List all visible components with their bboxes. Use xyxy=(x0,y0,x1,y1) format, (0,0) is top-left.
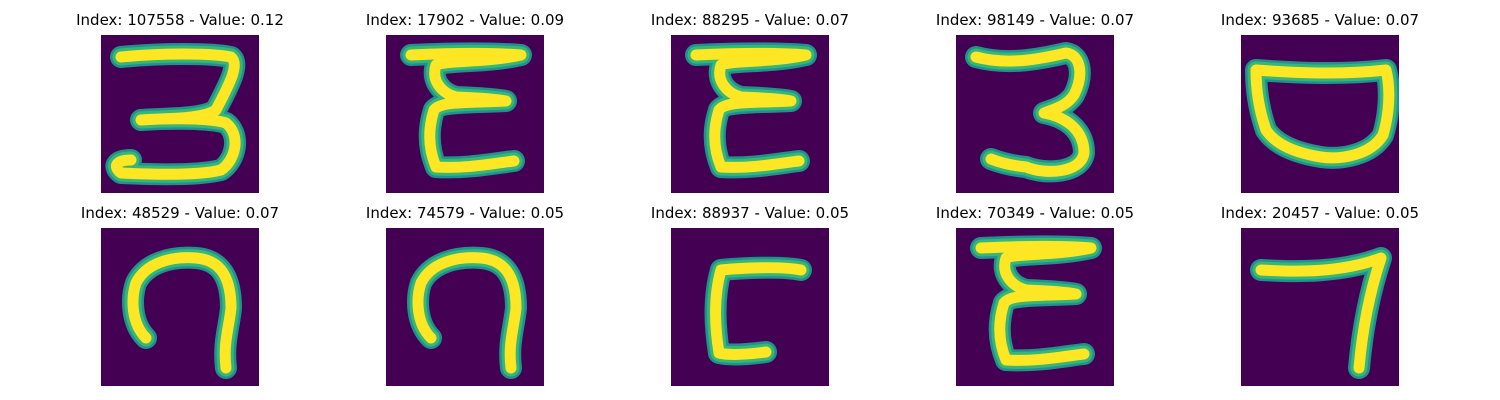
stroke-core xyxy=(970,47,1090,177)
stroke-core xyxy=(710,262,807,361)
c-square-glyph xyxy=(671,228,829,386)
image-panel: Index: 93685 - Value: 0.07 xyxy=(1190,10,1450,200)
stroke-core xyxy=(690,48,812,173)
epsilon-glyph xyxy=(671,35,829,193)
stroke-core xyxy=(111,48,241,180)
panel-title: Index: 20457 - Value: 0.05 xyxy=(1220,204,1420,222)
image-panel: Index: 74579 - Value: 0.05 xyxy=(335,203,595,393)
three-glyph xyxy=(956,35,1114,193)
panel-title: Index: 98149 - Value: 0.07 xyxy=(935,11,1135,29)
cup-glyph xyxy=(1241,35,1399,193)
panel-title: Index: 88295 - Value: 0.07 xyxy=(650,11,850,29)
panel-title: Index: 93685 - Value: 0.07 xyxy=(1220,11,1420,29)
hook-glyph xyxy=(101,228,259,386)
panel-title: Index: 48529 - Value: 0.07 xyxy=(80,204,280,222)
epsilon-glyph xyxy=(956,228,1114,386)
stroke-core xyxy=(412,252,522,374)
image-panel: Index: 20457 - Value: 0.05 xyxy=(1190,203,1450,393)
image-panel: Index: 70349 - Value: 0.05 xyxy=(905,203,1165,393)
image-panel: Index: 88937 - Value: 0.05 xyxy=(620,203,880,393)
panel-title: Index: 88937 - Value: 0.05 xyxy=(650,204,850,222)
image-panel: Index: 17902 - Value: 0.09 xyxy=(335,10,595,200)
three-wide-glyph xyxy=(101,35,259,193)
panel-title: Index: 70349 - Value: 0.05 xyxy=(935,204,1135,222)
seven-glyph xyxy=(1241,228,1399,386)
stroke-core xyxy=(1255,252,1387,374)
stroke-core xyxy=(405,48,527,173)
stroke-core xyxy=(975,241,1097,366)
image-panel: Index: 48529 - Value: 0.07 xyxy=(50,203,310,393)
epsilon-glyph xyxy=(386,35,544,193)
hook-glyph xyxy=(386,228,544,386)
image-panel: Index: 107558 - Value: 0.12 xyxy=(50,10,310,200)
image-panel: Index: 98149 - Value: 0.07 xyxy=(905,10,1165,200)
stroke-core xyxy=(1250,64,1395,164)
panel-title: Index: 74579 - Value: 0.05 xyxy=(365,204,565,222)
image-panel: Index: 88295 - Value: 0.07 xyxy=(620,10,880,200)
panel-title: Index: 17902 - Value: 0.09 xyxy=(365,11,565,29)
panel-title: Index: 107558 - Value: 0.12 xyxy=(76,11,284,29)
stroke-core xyxy=(127,252,237,374)
